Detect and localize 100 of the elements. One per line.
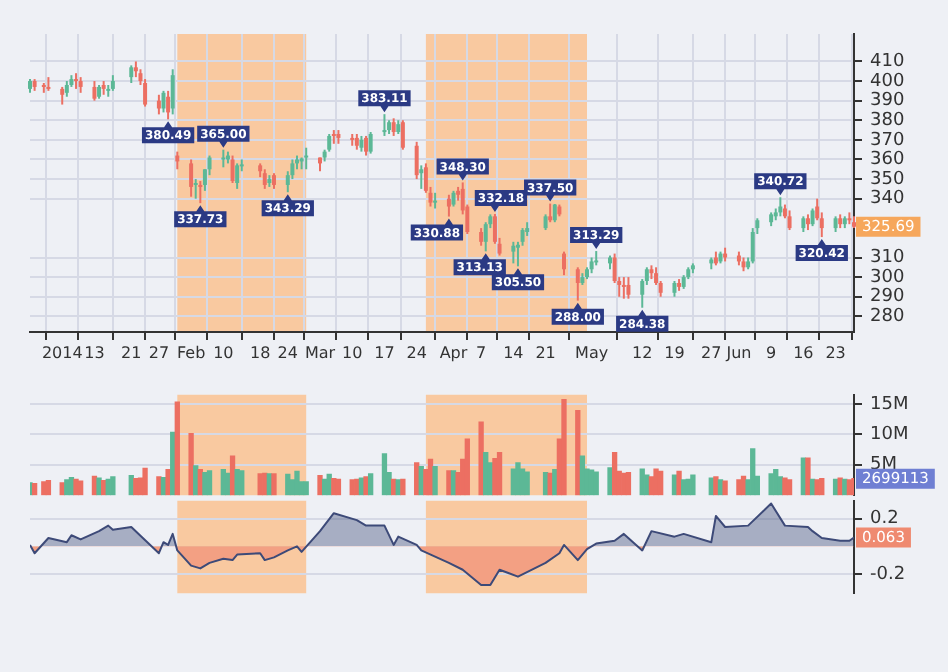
y-tick-label: 370 xyxy=(870,130,905,151)
y-tick-label: 10M xyxy=(870,425,909,446)
bar xyxy=(805,457,811,496)
bar xyxy=(170,431,176,496)
x-tick-label: 24 xyxy=(277,343,298,362)
bar xyxy=(202,472,208,496)
candlestick xyxy=(368,131,373,155)
candlestick xyxy=(207,154,212,177)
bar xyxy=(41,481,47,496)
y-tick-label: 290 xyxy=(870,287,905,308)
x-tick-label: 10 xyxy=(342,343,363,362)
x-tick-label: May xyxy=(575,343,609,362)
candlestick xyxy=(230,154,235,184)
candlestick xyxy=(787,209,792,232)
y-tick-label: 360 xyxy=(870,150,905,171)
bar xyxy=(625,472,632,496)
bar xyxy=(492,458,498,496)
y-tick-label: 410 xyxy=(870,52,905,73)
bar xyxy=(786,479,793,496)
x-tick-label: 16 xyxy=(793,343,814,362)
bar xyxy=(593,471,599,496)
candlestick xyxy=(382,113,387,137)
x-tick-label: 23 xyxy=(825,343,846,362)
bar xyxy=(317,475,323,496)
bar xyxy=(496,451,503,496)
bar xyxy=(561,399,567,496)
candlestick xyxy=(626,276,631,300)
candlestick xyxy=(561,250,566,277)
x-tick-label: 2014 xyxy=(41,343,83,362)
bar xyxy=(262,472,268,496)
candlestick xyxy=(170,68,175,116)
x-tick-label: 21 xyxy=(121,343,142,362)
bar xyxy=(367,473,374,496)
bar xyxy=(174,401,180,496)
candlestick xyxy=(161,89,166,114)
x-tick-label: Feb xyxy=(176,343,206,362)
x-tick-label: 10 xyxy=(213,343,234,362)
bar xyxy=(206,470,213,496)
candlestick xyxy=(575,266,580,302)
candlestick xyxy=(304,146,309,171)
candlestick xyxy=(235,162,240,190)
bar xyxy=(31,482,38,496)
x-tick-label: 13 xyxy=(84,343,105,362)
bar xyxy=(335,478,342,496)
bar xyxy=(133,478,139,496)
bar xyxy=(321,478,328,496)
candlestick xyxy=(511,240,516,265)
candlestick xyxy=(552,202,557,224)
y-tick-label: 310 xyxy=(870,248,905,269)
candlestick xyxy=(262,168,267,190)
y-tick-label: 15M xyxy=(870,394,909,415)
candlestick xyxy=(166,89,171,121)
candlestick xyxy=(483,221,488,253)
bar xyxy=(77,480,84,496)
x-tick-label: 27 xyxy=(148,343,170,362)
x-tick-label: 7 xyxy=(476,343,487,362)
bar xyxy=(400,478,406,496)
y-tick-label: 0.2 xyxy=(870,509,899,530)
bar xyxy=(464,438,470,496)
bar xyxy=(736,479,742,496)
x-tick-label: 17 xyxy=(374,343,395,362)
bar xyxy=(303,481,309,496)
x-tick-label: Jun xyxy=(724,343,752,362)
y-tick-label: 400 xyxy=(870,71,905,92)
bar xyxy=(676,470,682,496)
bar xyxy=(363,476,369,496)
y-tick-label: 280 xyxy=(870,307,905,327)
bar xyxy=(156,476,162,496)
candlestick xyxy=(198,180,203,205)
candlestick xyxy=(189,158,194,198)
bar xyxy=(782,477,788,496)
candlestick xyxy=(74,72,79,90)
bar xyxy=(809,478,816,496)
bar xyxy=(64,479,70,496)
x-tick-label: Apr xyxy=(439,343,469,362)
bar xyxy=(611,451,618,496)
bar xyxy=(750,448,756,496)
bar xyxy=(73,478,79,496)
y-tick-label: 350 xyxy=(870,169,905,190)
bar xyxy=(142,467,148,496)
bar xyxy=(542,472,549,496)
bar xyxy=(294,470,300,496)
bar xyxy=(331,478,337,496)
y-tick-label: 390 xyxy=(870,91,905,112)
candlestick xyxy=(419,164,424,190)
candlestick xyxy=(446,193,451,218)
bar xyxy=(110,476,116,496)
bar xyxy=(225,472,231,496)
bar xyxy=(658,470,664,496)
bar xyxy=(354,478,360,496)
bar xyxy=(773,468,779,496)
x-tick-label: 12 xyxy=(632,343,653,362)
bar xyxy=(842,478,848,496)
bar xyxy=(552,468,558,496)
bar xyxy=(690,474,696,496)
bar xyxy=(832,478,839,496)
x-tick-label: 27 xyxy=(701,343,722,362)
candlestick xyxy=(193,178,198,200)
x-tick-label: 18 xyxy=(249,343,271,362)
bar xyxy=(446,470,452,496)
